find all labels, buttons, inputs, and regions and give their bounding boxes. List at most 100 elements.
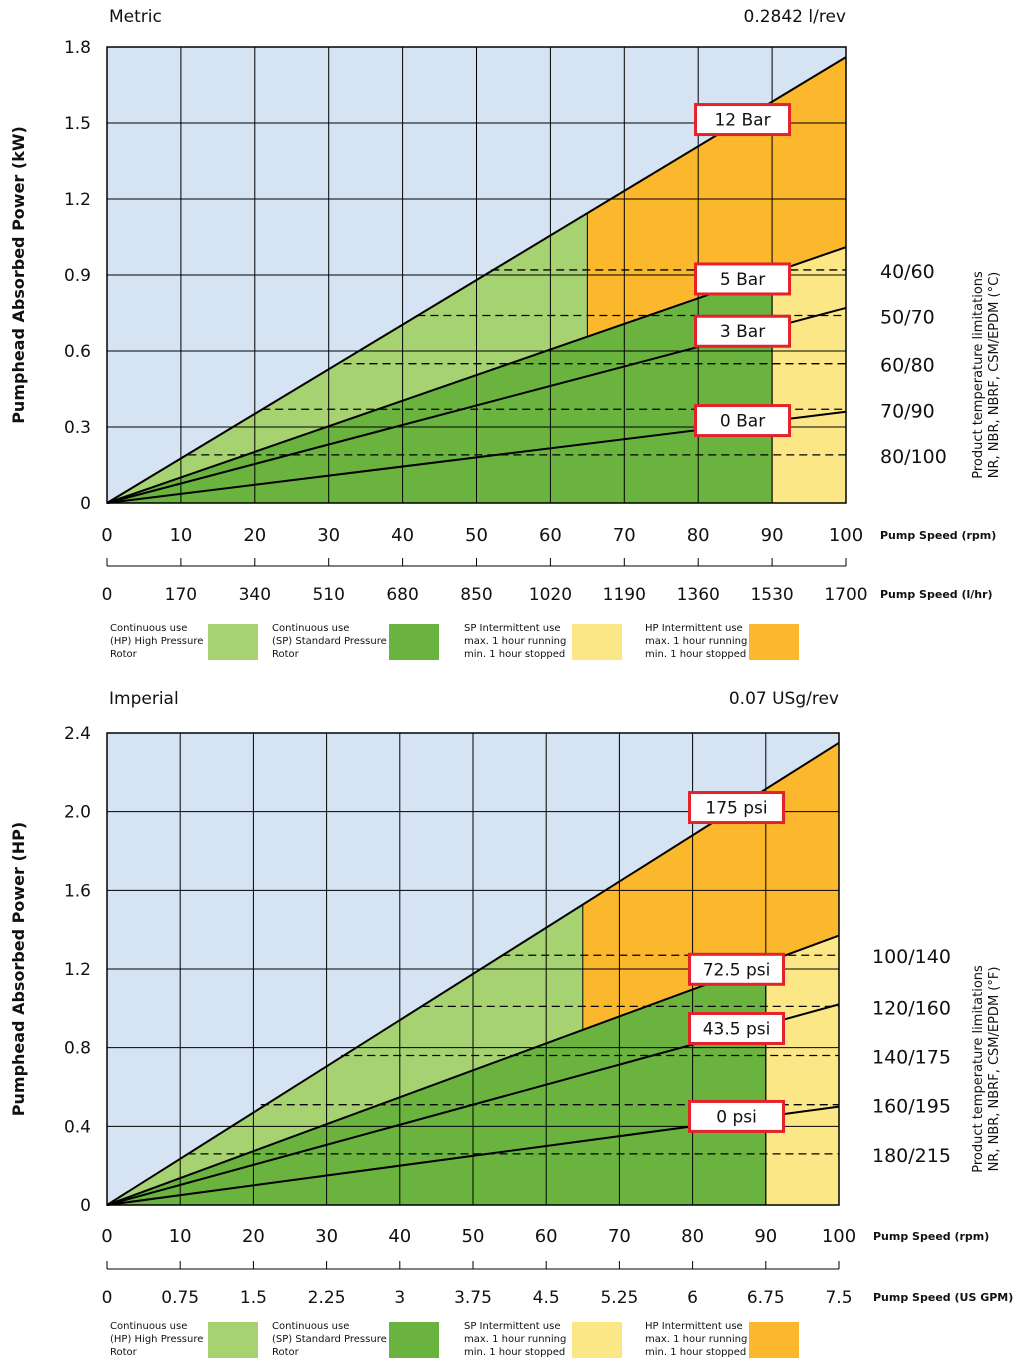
legend-text: Rotor bbox=[110, 1347, 138, 1358]
legend-text: Continuous use bbox=[272, 623, 349, 634]
temperature-limit-label: 120/160 bbox=[872, 997, 951, 1019]
legend-text: (HP) High Pressure bbox=[110, 636, 203, 647]
x-axis-label: Pump Speed (rpm) bbox=[873, 1230, 989, 1243]
x-tick-label: 80 bbox=[681, 1226, 704, 1247]
displacement-label: 0.07 USg/rev bbox=[729, 689, 839, 709]
pressure-label: 72.5 psi bbox=[703, 960, 771, 980]
x-tick-label: 0 bbox=[101, 1226, 112, 1247]
plot-border bbox=[106, 732, 840, 1206]
x2-tick-label: 0.75 bbox=[161, 1288, 199, 1308]
x2-tick-label: 4.5 bbox=[533, 1288, 560, 1308]
y-tick-label: 0.9 bbox=[64, 266, 91, 286]
y-tick-label: 0 bbox=[80, 1196, 91, 1216]
x-axis-label: Pump Speed (rpm) bbox=[880, 529, 996, 542]
legend-text: Continuous use bbox=[110, 1321, 187, 1332]
pressure-label-box bbox=[688, 1099, 786, 1133]
x2-tick-label: 0 bbox=[102, 585, 113, 605]
x-tick-label: 20 bbox=[243, 525, 266, 546]
x2-tick-label: 1190 bbox=[603, 585, 646, 605]
x2-tick-label: 680 bbox=[386, 585, 418, 605]
legend-text: SP Intermittent use bbox=[464, 623, 561, 634]
x-tick-label: 50 bbox=[462, 1226, 485, 1247]
x2-tick-label: 3 bbox=[394, 1288, 405, 1308]
x2-axis-label: Pump Speed (US GPM) bbox=[873, 1291, 1013, 1304]
temperature-limit-label: 140/175 bbox=[872, 1047, 951, 1069]
legend-text: HP Intermittent use bbox=[645, 623, 743, 634]
y-axis-label: Pumphead Absorbed Power (HP) bbox=[9, 822, 28, 1116]
temperature-limit-label: 160/195 bbox=[872, 1096, 951, 1118]
legend-text: HP Intermittent use bbox=[645, 1321, 743, 1332]
legend-text: min. 1 hour stopped bbox=[464, 1347, 565, 1358]
x-tick-label: 60 bbox=[539, 525, 562, 546]
x2-tick-label: 850 bbox=[460, 585, 492, 605]
chart-system-label: Imperial bbox=[109, 689, 179, 709]
y-tick-label: 2.4 bbox=[64, 724, 91, 744]
pressure-label: 0 psi bbox=[716, 1107, 757, 1127]
x-tick-label: 50 bbox=[465, 525, 488, 546]
legend-item-sp-intermittent: SP Intermittent use max. 1 hour running mi… bbox=[464, 1321, 622, 1358]
x-tick-label: 90 bbox=[754, 1226, 777, 1247]
pressure-label: 175 psi bbox=[705, 799, 767, 819]
legend-swatch bbox=[389, 624, 439, 660]
y-tick-label: 1.2 bbox=[64, 190, 91, 210]
legend-text: (SP) Standard Pressure bbox=[272, 636, 387, 647]
x2-tick-label: 2.25 bbox=[308, 1288, 346, 1308]
x-tick-label: 70 bbox=[608, 1226, 631, 1247]
temperature-limit-label: 60/80 bbox=[880, 355, 935, 377]
legend-text: min. 1 hour stopped bbox=[645, 1347, 746, 1358]
pressure-label: 12 Bar bbox=[714, 111, 770, 131]
region-sp-intermittent bbox=[765, 935, 839, 1205]
x2-tick-label: 6.75 bbox=[747, 1288, 785, 1308]
x2-tick-label: 1020 bbox=[529, 585, 572, 605]
temperature-caption-line-2: NR, NBR, NBRF, CSM/EPDM (°F) bbox=[987, 967, 1002, 1172]
y-tick-label: 0.6 bbox=[64, 342, 91, 362]
chart-panel-imperial: 100/140 120/160 140/175 160/195 180/215 175 p… bbox=[9, 689, 1013, 1358]
chart-system-label: Metric bbox=[109, 7, 162, 27]
legend-swatch bbox=[749, 1322, 799, 1358]
y-tick-label: 0.8 bbox=[64, 1039, 91, 1059]
pressure-label-box bbox=[688, 791, 786, 825]
legend-swatch bbox=[208, 624, 258, 660]
x-tick-label: 70 bbox=[613, 525, 636, 546]
x2-tick-label: 340 bbox=[239, 585, 271, 605]
legend-text: min. 1 hour stopped bbox=[464, 649, 565, 660]
temperature-caption: Product temperature limitations NR, NBR, … bbox=[971, 965, 1002, 1173]
x2-tick-label: 6 bbox=[687, 1288, 698, 1308]
legend-text: max. 1 hour running bbox=[464, 636, 566, 647]
displacement-label: 0.2842 l/rev bbox=[744, 7, 846, 27]
legend-text: Rotor bbox=[272, 1347, 300, 1358]
legend-swatch bbox=[572, 624, 622, 660]
y-tick-label: 1.5 bbox=[64, 114, 91, 134]
pressure-label: 0 Bar bbox=[720, 412, 765, 432]
y-tick-label: 1.8 bbox=[64, 38, 91, 58]
temperature-limit-label: 50/70 bbox=[880, 307, 935, 329]
y-tick-label: 2.0 bbox=[64, 803, 91, 823]
x2-tick-label: 1360 bbox=[677, 585, 720, 605]
legend-text: Rotor bbox=[272, 649, 300, 660]
temperature-caption-line-1: Product temperature limitations bbox=[971, 965, 986, 1173]
plot-border bbox=[106, 46, 847, 504]
temperature-caption-line-1: Product temperature limitations bbox=[971, 271, 986, 479]
legend-item-sp-continuous: Continuous use (SP) Standard Pressure Roto… bbox=[272, 623, 439, 660]
legend-text: min. 1 hour stopped bbox=[645, 649, 746, 660]
temperature-caption: Product temperature limitations NR, NBR, … bbox=[971, 271, 1002, 479]
pressure-label-box bbox=[694, 103, 792, 137]
y-tick-label: 1.2 bbox=[64, 960, 91, 980]
x-tick-label: 90 bbox=[761, 525, 784, 546]
x2-tick-label: 5.25 bbox=[600, 1288, 638, 1308]
x-tick-label: 30 bbox=[317, 525, 340, 546]
y-tick-label: 1.6 bbox=[64, 881, 91, 901]
region-sp-intermittent bbox=[772, 247, 846, 503]
legend-text: max. 1 hour running bbox=[645, 1334, 747, 1345]
pressure-label-box bbox=[688, 1011, 786, 1045]
x2-tick-label: 510 bbox=[312, 585, 344, 605]
legend-text: Continuous use bbox=[110, 623, 187, 634]
x-tick-label: 10 bbox=[169, 1226, 192, 1247]
pressure-label-box bbox=[694, 404, 792, 438]
x2-axis-label: Pump Speed (l/hr) bbox=[880, 588, 993, 601]
x2-tick-label: 0 bbox=[102, 1288, 113, 1308]
pressure-label-box bbox=[694, 262, 792, 296]
legend-swatch bbox=[389, 1322, 439, 1358]
x-tick-label: 40 bbox=[388, 1226, 411, 1247]
legend-text: max. 1 hour running bbox=[464, 1334, 566, 1345]
